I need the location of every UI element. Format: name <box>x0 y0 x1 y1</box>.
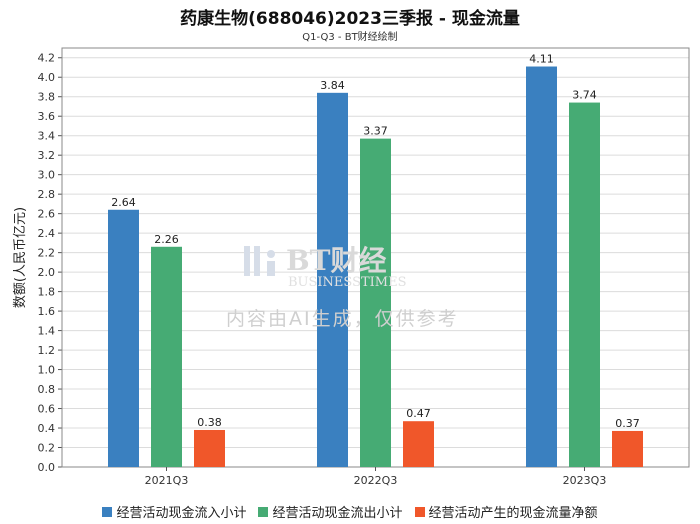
y-tick-label: 2.0 <box>38 266 56 279</box>
chart-title: 药康生物(688046)2023三季报 - 现金流量 <box>180 9 520 29</box>
bar-value-label: 3.37 <box>363 125 388 138</box>
y-tick-label: 0.6 <box>38 403 56 416</box>
x-tick-label: 2023Q3 <box>563 474 607 487</box>
bar <box>151 246 182 467</box>
legend-item-inflow: 经营活动现金流入小计 <box>102 502 246 521</box>
y-tick-label: 1.4 <box>38 325 56 338</box>
y-tick-label: 0.0 <box>38 461 56 474</box>
bar <box>317 92 348 468</box>
watermark-notice: 内容由AI生成，仅供参考 <box>226 308 459 330</box>
svg-text:BUSINESSTIMES: BUSINESSTIMES <box>288 275 407 290</box>
legend-label-inflow: 经营活动现金流入小计 <box>116 506 247 521</box>
bar-value-label: 0.47 <box>406 407 431 420</box>
legend-item-outflow: 经营活动现金流出小计 <box>258 502 403 521</box>
bar-value-label: 4.11 <box>529 53 554 66</box>
legend-swatch-inflow <box>102 506 113 517</box>
y-tick-label: 0.8 <box>38 383 56 396</box>
y-tick-label: 2.4 <box>38 227 56 240</box>
bar-value-label: 2.64 <box>111 196 136 209</box>
y-tick-label: 2.2 <box>38 247 56 260</box>
bar-value-label: 0.38 <box>197 416 222 429</box>
y-tick-label: 3.6 <box>38 110 56 123</box>
y-tick-label: 3.0 <box>38 169 56 182</box>
x-tick-label: 2022Q3 <box>354 474 398 487</box>
bar <box>194 429 225 467</box>
y-tick-label: 1.0 <box>38 364 56 377</box>
bar <box>360 138 391 468</box>
legend-swatch-outflow <box>258 506 269 517</box>
y-tick-label: 2.8 <box>38 188 56 201</box>
y-tick-label: 1.2 <box>38 344 56 357</box>
y-tick-label: 1.8 <box>38 286 56 299</box>
y-tick-label: 4.2 <box>38 52 56 65</box>
legend-item-net: 经营活动产生的现金流量净额 <box>414 502 598 521</box>
chart-subtitle: Q1-Q3 - BT财经绘制 <box>302 32 398 43</box>
y-tick-label: 0.2 <box>38 442 56 455</box>
bar-value-label: 0.37 <box>615 417 640 430</box>
bar-value-label: 3.84 <box>320 79 345 92</box>
legend: 经营活动现金流入小计 经营活动现金流出小计 经营活动产生的现金流量净额 <box>0 502 700 521</box>
y-tick-label: 1.6 <box>38 305 56 318</box>
bar <box>108 209 139 468</box>
legend-label-net: 经营活动产生的现金流量净额 <box>428 506 598 521</box>
svg-text:BT财经: BT财经 <box>286 244 387 277</box>
bar <box>612 430 643 467</box>
y-tick-label: 2.6 <box>38 208 56 221</box>
y-tick-label: 3.4 <box>38 130 56 143</box>
y-axis-label: 数额(人民币亿元) <box>13 207 28 308</box>
bar <box>403 421 434 467</box>
legend-swatch-net <box>414 506 425 517</box>
x-tick-label: 2021Q3 <box>145 474 189 487</box>
bar <box>526 66 557 468</box>
y-tick-label: 0.4 <box>38 422 56 435</box>
bar <box>569 102 600 467</box>
y-tick-label: 4.0 <box>38 71 56 84</box>
y-tick-label: 3.8 <box>38 91 56 104</box>
bar-value-label: 3.74 <box>572 89 597 102</box>
y-tick-label: 3.2 <box>38 149 56 162</box>
bar-value-label: 2.26 <box>154 233 179 246</box>
legend-label-outflow: 经营活动现金流出小计 <box>272 506 403 521</box>
watermark-logo: BT财经 BUSINESSTIMES <box>244 244 407 290</box>
